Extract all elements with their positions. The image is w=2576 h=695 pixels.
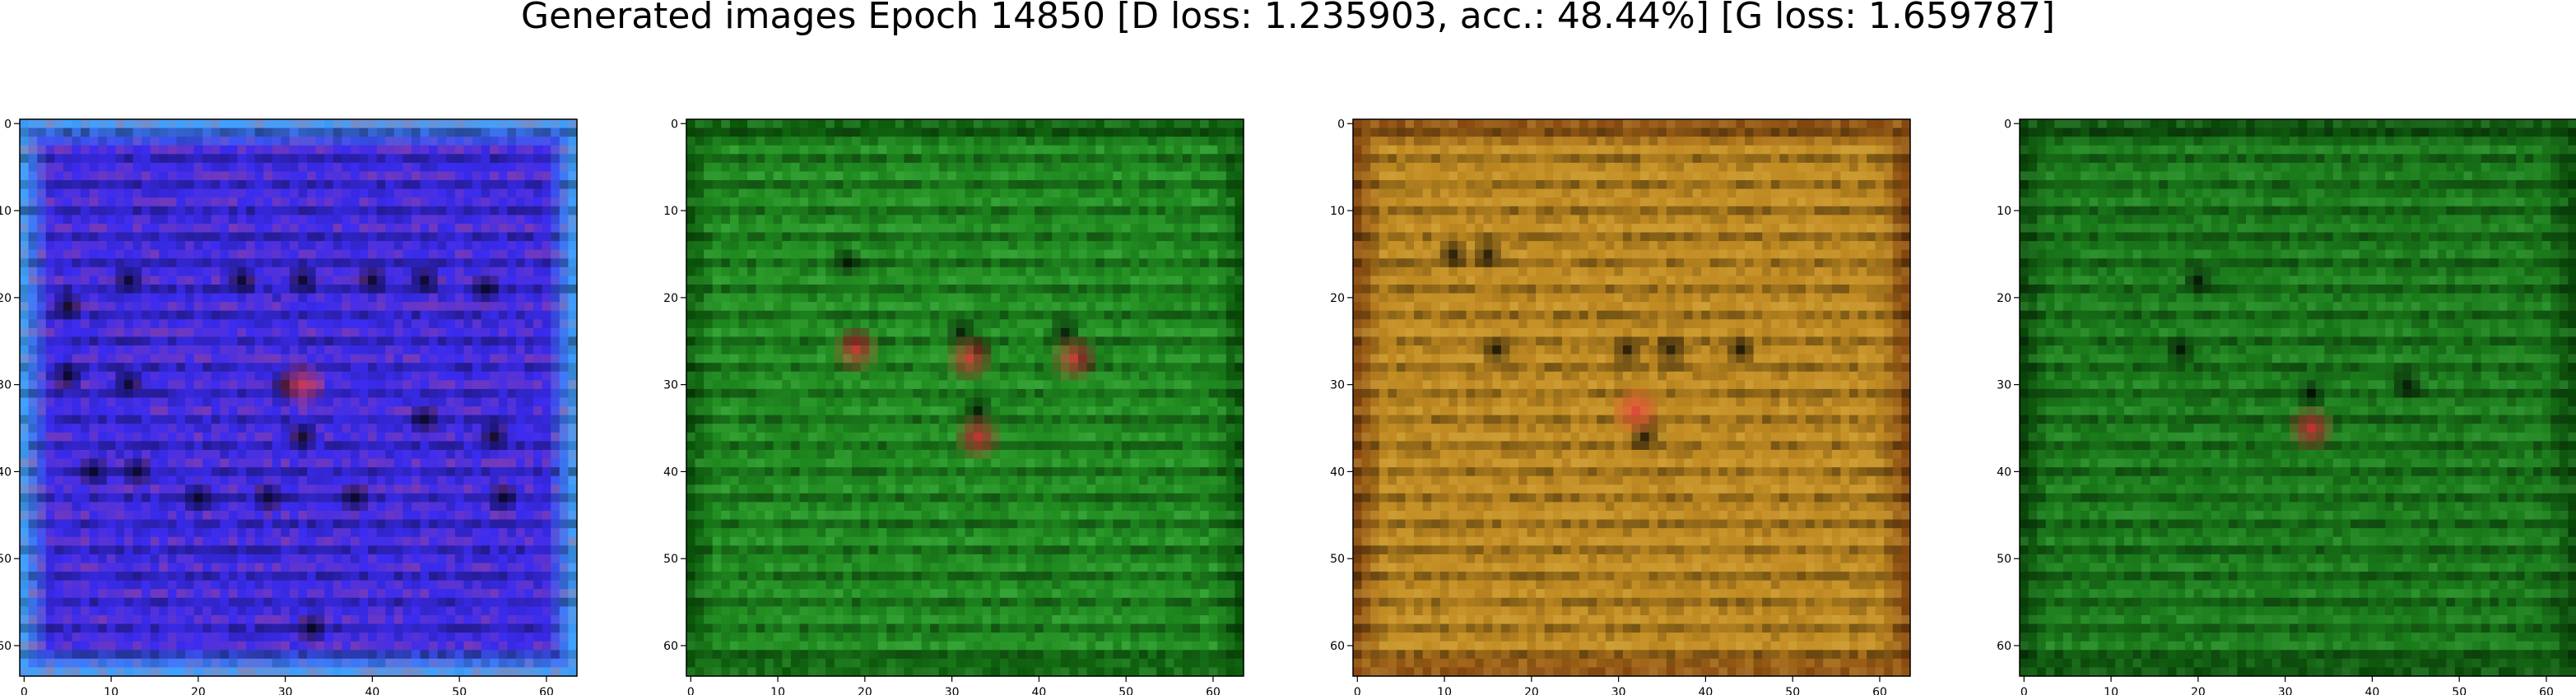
x-tick-label: 0 (1354, 686, 1361, 695)
axes-frame (2019, 118, 2576, 677)
y-tick-label: 30 (663, 379, 678, 392)
y-tick-label: 40 (1330, 466, 1345, 479)
x-tick-label: 10 (2104, 686, 2118, 695)
x-tick-label: 20 (1524, 686, 1539, 695)
x-tick-label: 20 (191, 686, 206, 695)
y-tick-label: 30 (1997, 379, 2011, 392)
y-tick-label: 30 (1330, 379, 1345, 392)
y-tick-label: 20 (663, 292, 678, 305)
image-axes-2: 0 10 20 30 40 50 60 0 10 20 30 40 50 60 (663, 118, 1244, 695)
y-tick-label: 50 (0, 553, 12, 566)
x-tick-label: 30 (1611, 686, 1626, 695)
x-tick-label: 50 (452, 686, 467, 695)
axes-frame (1352, 118, 1911, 677)
y-tick-label: 20 (1330, 292, 1345, 305)
x-tick-label: 30 (278, 686, 293, 695)
generated-image-panel-4: 0 10 20 30 40 50 60 0 10 20 30 40 50 60 (1997, 118, 2576, 695)
axes-frame (686, 118, 1244, 677)
y-tick-label: 50 (1997, 553, 2011, 566)
x-tick-label: 10 (770, 686, 785, 695)
y-tick-label: 10 (0, 205, 12, 218)
y-tick-label: 40 (0, 466, 12, 479)
x-tick-label: 20 (2191, 686, 2206, 695)
x-tick-label: 0 (2020, 686, 2028, 695)
x-tick-label: 0 (687, 686, 695, 695)
x-tick-label: 50 (1785, 686, 1800, 695)
pixel-grid (2020, 119, 2576, 677)
y-tick-label: 0 (671, 118, 678, 131)
image-axes-1: 0 10 20 30 40 50 60 0 10 20 30 40 50 60 (0, 118, 578, 695)
x-tick-label: 50 (1118, 686, 1133, 695)
y-tick-label: 10 (663, 205, 678, 218)
x-tick-label: 40 (2365, 686, 2380, 695)
x-tick-label: 50 (2452, 686, 2467, 695)
image-axes-4: 0 10 20 30 40 50 60 0 10 20 30 40 50 60 (1997, 118, 2576, 695)
x-tick-label: 60 (539, 686, 554, 695)
y-tick-label: 60 (0, 640, 12, 653)
x-tick-label: 20 (858, 686, 872, 695)
y-tick-label: 0 (1337, 118, 1345, 131)
x-tick-label: 60 (1206, 686, 1221, 695)
y-tick-label: 20 (0, 292, 12, 305)
y-tick-label: 10 (1997, 205, 2011, 218)
pixel-grid (20, 119, 578, 677)
y-tick-label: 0 (4, 118, 12, 131)
y-tick-label: 60 (1330, 640, 1345, 653)
x-tick-label: 10 (104, 686, 119, 695)
x-tick-label: 60 (1872, 686, 1887, 695)
x-tick-label: 40 (1699, 686, 1713, 695)
x-tick-label: 30 (945, 686, 960, 695)
y-tick-label: 10 (1330, 205, 1345, 218)
x-tick-label: 0 (21, 686, 28, 695)
x-tick-label: 40 (365, 686, 380, 695)
image-axes-3: 0 10 20 30 40 50 60 0 10 20 30 40 50 60 (1330, 118, 1911, 695)
generated-image-panel-2: 0 10 20 30 40 50 60 0 10 20 30 40 50 60 (663, 118, 1244, 695)
y-tick-label: 60 (663, 640, 678, 653)
figure-title: Generated images Epoch 14850 [D loss: 1.… (520, 0, 2056, 37)
generated-image-panel-3: 0 10 20 30 40 50 60 0 10 20 30 40 50 60 (1330, 118, 1911, 695)
generated-image-panel-1: 0 10 20 30 40 50 60 0 10 20 30 40 50 60 (0, 118, 578, 695)
y-tick-label: 50 (663, 553, 678, 566)
x-tick-label: 30 (2278, 686, 2293, 695)
y-tick-label: 30 (0, 379, 12, 392)
y-tick-label: 20 (1997, 292, 2011, 305)
y-tick-label: 40 (1997, 466, 2011, 479)
y-tick-label: 50 (1330, 553, 1345, 566)
axes-frame (19, 118, 578, 677)
pixel-grid (686, 119, 1244, 677)
y-tick-label: 0 (2004, 118, 2011, 131)
y-tick-label: 60 (1997, 640, 2011, 653)
x-tick-label: 10 (1437, 686, 1452, 695)
x-tick-label: 60 (2539, 686, 2554, 695)
y-tick-label: 40 (663, 466, 678, 479)
pixel-grid (1353, 119, 1911, 677)
x-tick-label: 40 (1032, 686, 1047, 695)
